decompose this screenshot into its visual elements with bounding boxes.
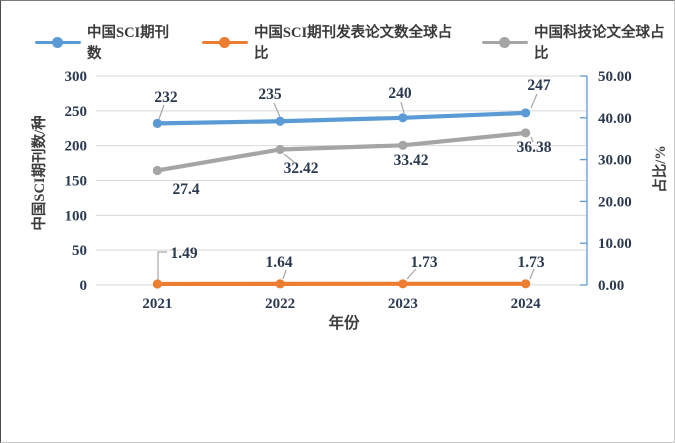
left-axis-tick-label: 300 <box>65 69 88 85</box>
data-label: 232 <box>154 89 178 106</box>
data-label: 247 <box>527 77 551 94</box>
data-label: 235 <box>258 86 282 103</box>
data-point-marker <box>275 144 285 155</box>
right-axis-tick-label: 20.00 <box>598 194 632 210</box>
x-axis-tick-label: 2024 <box>511 296 542 312</box>
legend-item-sci-journals: 中国SCI期刊数 <box>35 21 180 63</box>
legend-marker-orange-icon <box>201 36 248 49</box>
right-axis-tick-label: 30.00 <box>598 153 632 169</box>
right-axis-title: 占比/% <box>651 145 669 193</box>
data-label-leader-line <box>158 104 165 120</box>
legend-item-sci-papers-share: 中国SCI期刊发表论文数全球占比 <box>201 21 460 63</box>
legend: 中国SCI期刊数 中国SCI期刊发表论文数全球占比 中国科技论文全球占比 <box>1 21 674 63</box>
data-label-leader-line <box>157 251 167 280</box>
legend-item-scitech-papers-share: 中国科技论文全球占比 <box>481 21 674 63</box>
data-label-leader-line <box>400 101 405 114</box>
x-axis-tick-label: 2022 <box>265 296 295 312</box>
left-axis-tick-label: 0 <box>80 278 88 294</box>
left-axis-tick-label: 250 <box>65 104 88 120</box>
data-point-marker <box>521 279 531 289</box>
data-label: 1.49 <box>170 245 197 262</box>
data-label-leader-line <box>530 136 534 143</box>
data-point-marker <box>275 279 285 289</box>
data-point-marker <box>521 108 531 118</box>
left-axis-tick-label: 200 <box>65 139 88 155</box>
right-axis-tick-label: 10.00 <box>598 236 632 252</box>
data-point-marker <box>521 128 531 138</box>
right-axis-tick-label: 0.00 <box>598 278 624 294</box>
legend-label: 中国科技论文全球占比 <box>533 25 665 62</box>
data-label: 27.4 <box>172 181 199 198</box>
legend-marker-gray-icon <box>481 36 528 49</box>
data-label-leader-line <box>530 93 538 109</box>
left-axis-tick-label: 50 <box>72 243 87 259</box>
legend-label: 中国SCI期刊发表论文数全球占比 <box>253 25 453 62</box>
x-axis-tick-label: 2023 <box>388 296 418 312</box>
left-axis-tick-label: 150 <box>65 174 88 190</box>
data-label-leader-line <box>283 153 295 163</box>
data-point-marker <box>398 140 408 150</box>
data-label-leader-line <box>529 268 535 280</box>
data-label: 1.73 <box>517 254 544 271</box>
data-label: 36.38 <box>517 139 552 156</box>
series-line <box>155 130 528 173</box>
data-label: 240 <box>388 85 412 102</box>
data-point-marker <box>398 279 408 289</box>
data-label: 32.42 <box>284 160 319 177</box>
data-label: 33.42 <box>394 152 429 169</box>
right-axis-tick-label: 40.00 <box>598 111 632 127</box>
left-axis-title: 中国SCI期刊数/种 <box>30 115 48 230</box>
data-label: 1.73 <box>410 254 437 271</box>
data-label: 1.64 <box>265 254 292 271</box>
series-line <box>155 110 528 126</box>
x-axis-tick-label: 2021 <box>142 296 172 312</box>
legend-marker-blue-icon <box>35 36 81 49</box>
left-axis-tick-label: 100 <box>65 208 88 224</box>
data-label-leader-line <box>406 268 417 280</box>
data-point-marker <box>152 279 162 289</box>
right-axis-tick-label: 50.00 <box>598 69 632 85</box>
data-label-leader-line <box>282 269 287 280</box>
data-label-leader-line <box>273 102 281 118</box>
data-point-marker <box>398 113 408 123</box>
data-point-marker <box>275 116 285 126</box>
legend-label: 中国SCI期刊数 <box>87 25 170 62</box>
data-point-marker <box>152 165 162 176</box>
data-point-marker <box>152 118 162 128</box>
x-axis-title: 年份 <box>328 313 360 332</box>
